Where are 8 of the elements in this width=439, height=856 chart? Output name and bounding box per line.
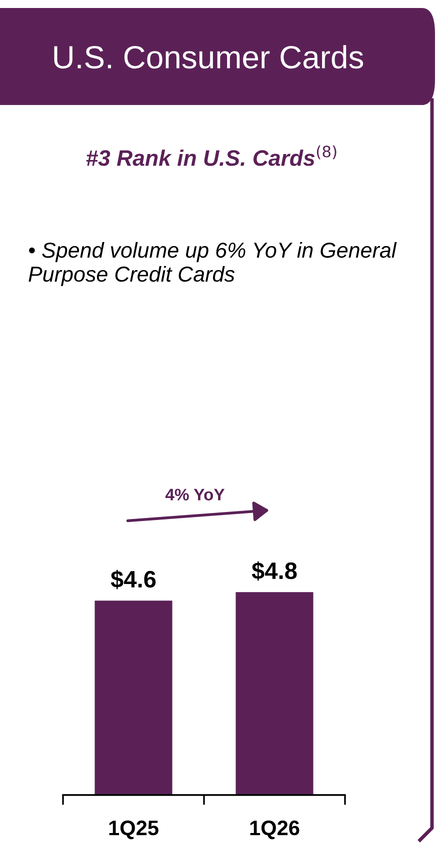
chart-subtitle: #3 Rank in U.S. Cards$^{(8)}$ bbox=[86, 145, 336, 166]
x-tick-label: 1Q25 bbox=[109, 820, 158, 840]
text: • Spend volume up 6% YoY in General Purpose Credit Cards bbox=[28, 242, 397, 286]
chart-title: U.S. Consumer Cards bbox=[54, 45, 364, 69]
x-tick-label: 1Q26 bbox=[250, 820, 300, 840]
data-label: $4.8 bbox=[252, 561, 297, 581]
data-label: $4.6 bbox=[110, 570, 156, 590]
text: 4% YoY bbox=[165, 488, 225, 500]
